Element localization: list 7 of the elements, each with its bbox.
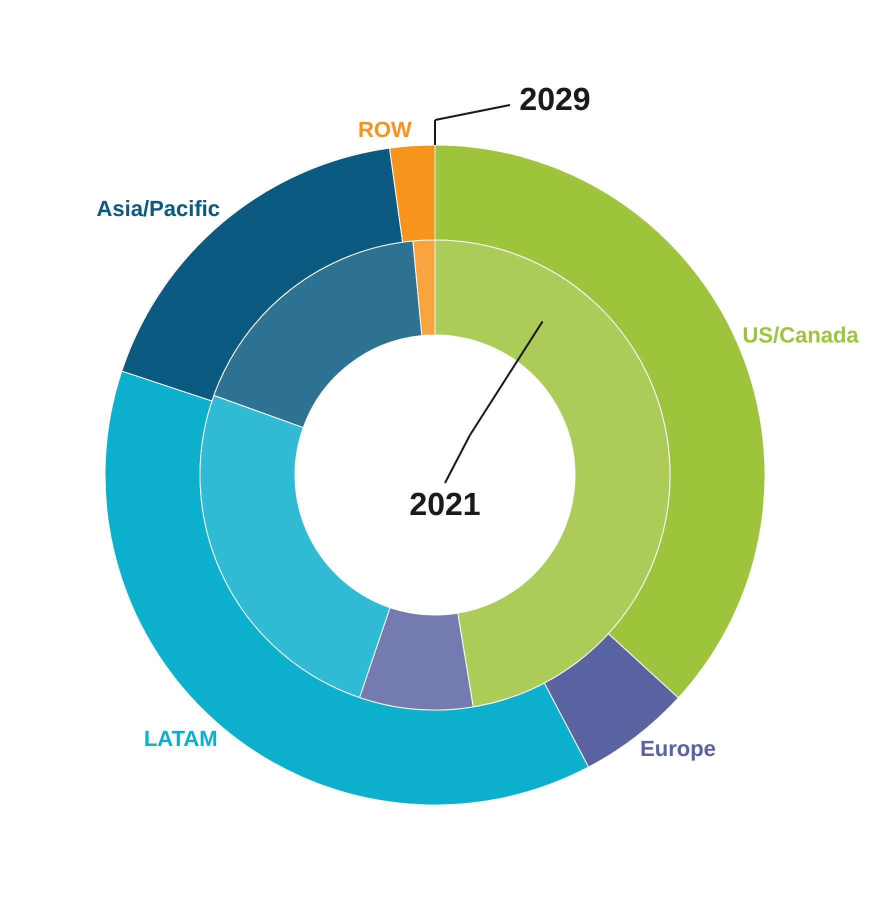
slice-label: 2029 [519,81,591,117]
slice-label: Asia/Pacific [96,196,220,222]
slice-label: ROW [358,116,412,142]
slice-label: 2021 [409,486,481,522]
slice-label: Europe [640,736,716,762]
slice-label: LATAM [144,726,218,751]
slice-label: US/Canada [742,322,860,348]
